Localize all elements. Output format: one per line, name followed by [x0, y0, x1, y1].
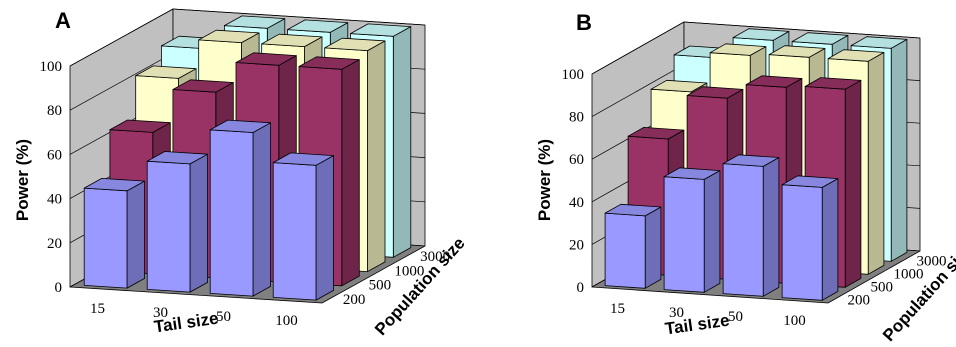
y-tick-label: 0	[577, 280, 585, 296]
bar-front-face	[604, 212, 646, 289]
bar-top-face	[791, 32, 849, 45]
bar-top-face	[223, 15, 286, 29]
bar-top-face	[850, 36, 908, 49]
bar	[604, 203, 662, 289]
bar-front-face	[722, 163, 764, 297]
bar-top-face	[686, 86, 744, 99]
bar-side-face	[762, 157, 780, 297]
y-tick-label: 80	[47, 103, 62, 119]
x-tick-label: 30	[153, 305, 168, 321]
bar-top-face	[324, 37, 386, 51]
bar-top-face	[804, 77, 862, 90]
bar-top-face	[146, 151, 209, 165]
bar-side-face	[341, 59, 360, 287]
bar-side-face	[392, 26, 412, 258]
bar-side-face	[844, 79, 862, 288]
y-tick-label: 0	[55, 280, 63, 296]
x-tick-label: 50	[728, 309, 743, 325]
y-tick-label: 20	[47, 236, 62, 252]
bar-side-face	[644, 206, 662, 289]
bar-side-face	[315, 155, 334, 301]
bar-top-face	[722, 154, 780, 167]
panel-label: B	[576, 10, 592, 35]
bar-top-face	[709, 43, 767, 56]
bar-top-face	[732, 28, 790, 41]
bar-top-face	[135, 65, 197, 79]
z-tick-label: 3000	[420, 249, 450, 265]
y-tick-label: 60	[569, 152, 584, 168]
bar-side-face	[890, 39, 908, 262]
z-tick-label: 1000	[894, 267, 924, 283]
panel-label: A	[55, 8, 71, 33]
bar	[272, 152, 334, 301]
bar-top-face	[604, 203, 662, 217]
bar	[781, 175, 839, 301]
bar-side-face	[126, 180, 146, 289]
y-tick-label: 80	[569, 110, 584, 126]
y-tick-label: 20	[569, 237, 584, 253]
bar-top-face	[781, 175, 839, 188]
y-tick-label: 40	[47, 192, 62, 208]
bar-top-face	[650, 79, 708, 93]
y-tick-label: 40	[569, 195, 584, 211]
bar-top-face	[172, 79, 234, 93]
bar-top-face	[198, 29, 260, 43]
bar	[83, 177, 146, 289]
bar-front-face	[83, 187, 128, 289]
bar-side-face	[867, 52, 885, 275]
x-tick-label: 100	[275, 313, 298, 329]
x-tick-label: 15	[90, 301, 105, 317]
bar-top-face	[350, 23, 412, 37]
x-tick-label: 50	[216, 309, 231, 325]
bar-top-face	[745, 75, 803, 88]
y-tick-label: 100	[562, 67, 585, 83]
bar-top-face	[827, 49, 885, 62]
bar-top-face	[209, 119, 272, 133]
bar-side-face	[252, 122, 272, 297]
bar-top-face	[287, 19, 349, 33]
z-tick-label: 3000	[917, 254, 947, 270]
y-axis-label: Power (%)	[13, 139, 32, 221]
bar-top-face	[298, 56, 360, 70]
bar-top-face	[109, 119, 171, 133]
bar	[209, 119, 272, 297]
bar-front-face	[209, 129, 254, 297]
bar-top-face	[261, 33, 323, 47]
y-axis-label: Power (%)	[535, 139, 554, 221]
bar-top-face	[272, 152, 334, 166]
bar-front-face	[781, 184, 823, 301]
x-tick-label: 100	[783, 313, 806, 329]
gridline	[591, 21, 921, 75]
bar-side-face	[821, 178, 839, 301]
z-tick-label: 500	[871, 280, 894, 296]
bar-top-face	[627, 127, 685, 140]
y-tick-label: 100	[40, 59, 63, 75]
bar-side-face	[189, 153, 209, 293]
bar	[722, 154, 780, 297]
x-tick-label: 30	[669, 305, 684, 321]
bar-side-face	[703, 170, 721, 293]
z-tick-label: 200	[343, 292, 366, 308]
bar-top-face	[768, 45, 826, 58]
z-tick-label: 1000	[394, 263, 424, 279]
z-tick-label: 500	[369, 278, 392, 294]
bar	[663, 167, 721, 293]
x-tick-label: 15	[610, 301, 625, 317]
bar-front-face	[663, 176, 705, 293]
gridline	[69, 8, 426, 67]
y-tick-label: 60	[47, 147, 62, 163]
bar-top-face	[235, 52, 297, 66]
bar-front-face	[272, 162, 317, 301]
bar-top-face	[83, 177, 146, 192]
bar-front-face	[146, 160, 191, 293]
bar	[146, 151, 209, 293]
bar-top-face	[663, 167, 721, 180]
z-tick-label: 200	[848, 293, 871, 309]
bar-side-face	[367, 40, 386, 273]
